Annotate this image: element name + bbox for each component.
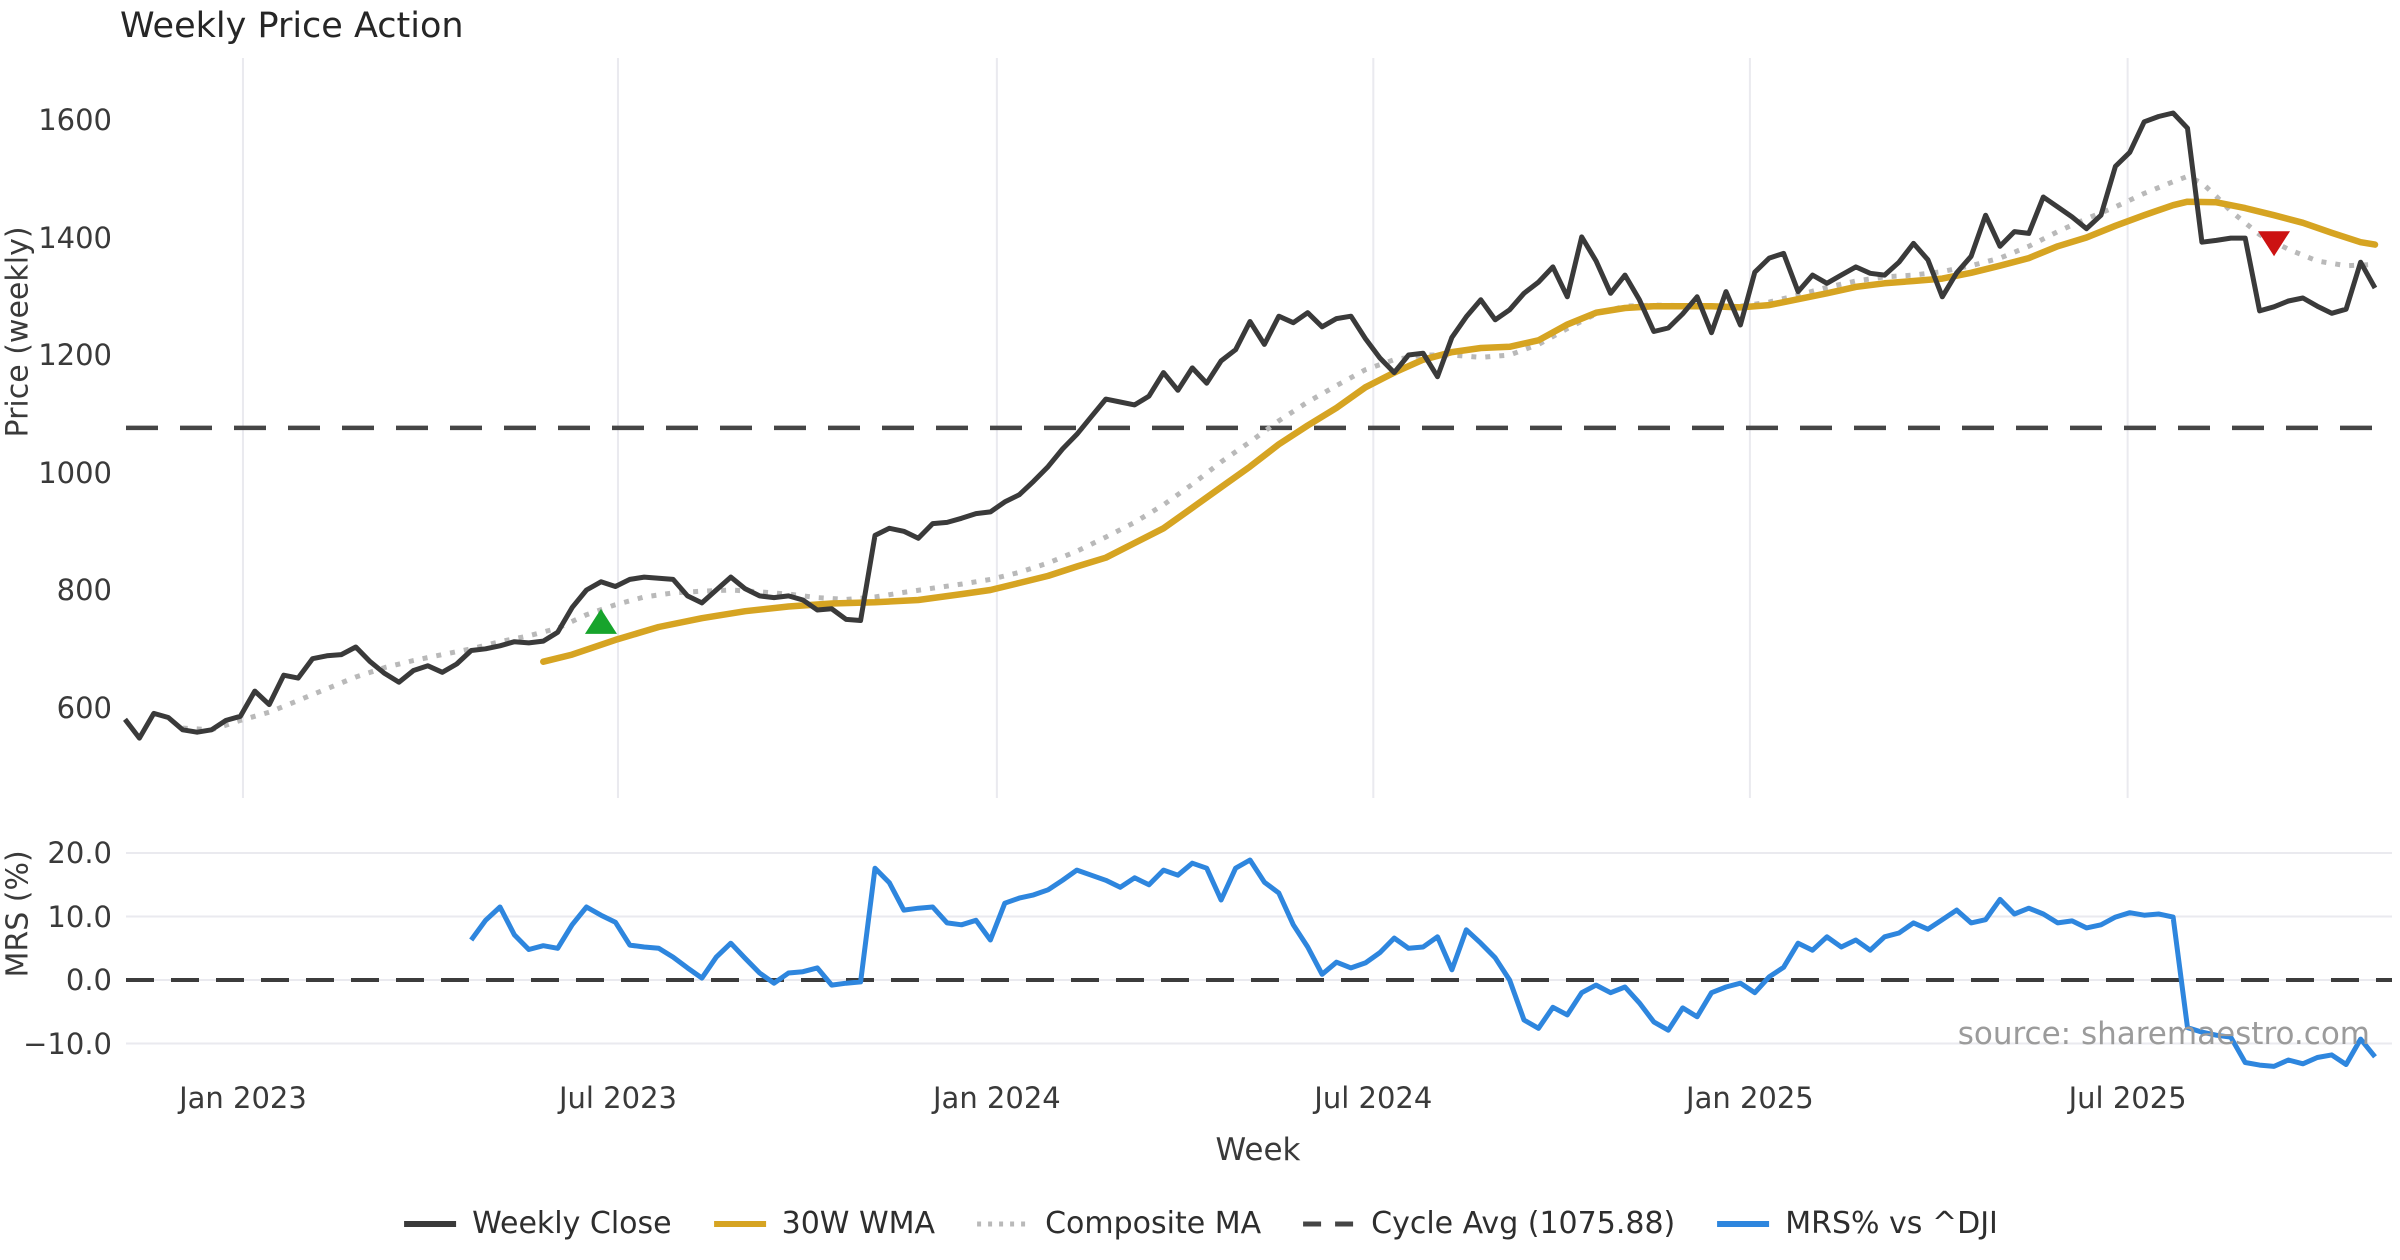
composite-ma-line (182, 173, 2376, 733)
source-credit: source: sharemaestro.com (1957, 1016, 2370, 1052)
price-ytick-label: 800 (56, 573, 112, 607)
mrs-ytick-label: 0.0 (65, 963, 112, 997)
legend-swatch-solid (404, 1220, 457, 1227)
x-axis-label: Week (1215, 1132, 1301, 1168)
x-tick-label: Jan 2024 (932, 1081, 1061, 1115)
legend-label: Weekly Close (472, 1206, 672, 1241)
sell-signal-marker (2258, 231, 2291, 257)
legend-label: Cycle Avg (1075.88) (1371, 1206, 1676, 1241)
legend-item: Weekly Close (402, 1206, 672, 1241)
buy-signal-marker (584, 608, 617, 634)
price-ytick-label: 1400 (38, 220, 112, 255)
price-ytick-label: 1200 (38, 338, 112, 372)
mrs-ytick-label: 20.0 (47, 836, 112, 870)
wma30-line (540, 198, 2379, 665)
mrs-line (469, 857, 2377, 1069)
price-ytick-label: 1000 (38, 455, 112, 490)
weekly-close-line (123, 110, 2378, 741)
mrs-ytick-label: −10.0 (23, 1026, 112, 1061)
legend-label: 30W WMA (781, 1206, 936, 1241)
legend: Weekly Close 30W WMA Composite MA Cycle Avg… (402, 1206, 1998, 1241)
legend-swatch-dotted (977, 1221, 1030, 1226)
legend-label: MRS% vs ^DJI (1785, 1206, 1998, 1241)
x-tick-label: Jan 2025 (1686, 1081, 1814, 1115)
price-ytick-label: 600 (56, 690, 112, 725)
price-axis-label: Price (weekly) (0, 226, 36, 438)
x-tick-label: Jul 2023 (558, 1081, 677, 1115)
x-tick-label: Jul 2024 (1314, 1081, 1433, 1115)
legend-item: Cycle Avg (1075.88) (1301, 1206, 1675, 1241)
legend-label: Composite MA (1045, 1206, 1262, 1241)
legend-swatch-dashed (1303, 1221, 1356, 1226)
legend-item: 30W WMA (712, 1206, 935, 1241)
chart-title: Weekly Price Action (120, 6, 464, 46)
x-tick-label: Jan 2023 (179, 1081, 307, 1115)
price-ytick-label: 1600 (38, 103, 112, 137)
legend-item: MRS% vs ^DJI (1715, 1206, 1998, 1241)
legend-swatch-solid (713, 1220, 766, 1227)
legend-swatch-solid (1717, 1220, 1770, 1227)
mrs-ytick-label: 10.0 (47, 899, 112, 934)
x-tick-label: Jul 2025 (2068, 1081, 2187, 1115)
legend-item: Composite MA (975, 1206, 1261, 1241)
